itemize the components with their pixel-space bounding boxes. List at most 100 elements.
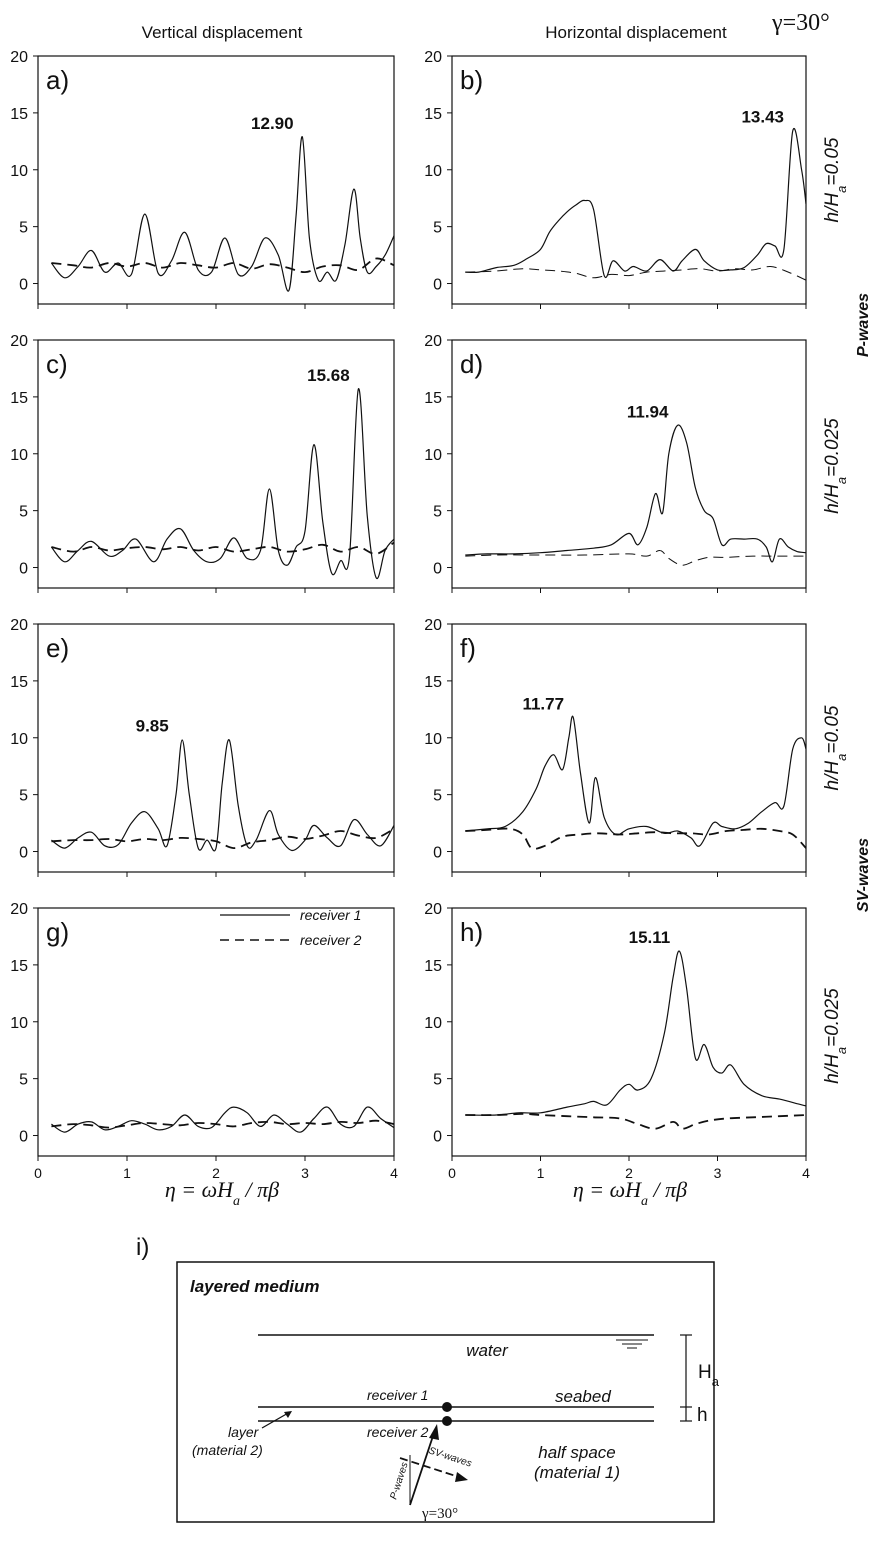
series-receiver1-line (51, 739, 394, 852)
panel-letter: h) (460, 917, 483, 947)
x-tick-label: 1 (123, 1165, 131, 1181)
row-label-1: h/Ha=0.05 (822, 137, 849, 222)
peak-value-label: 9.85 (136, 716, 169, 735)
y-tick-label: 15 (10, 674, 28, 691)
y-tick-label: 15 (424, 106, 442, 123)
x-tick-label: 0 (34, 1165, 42, 1181)
layer-arrow (261, 1411, 291, 1429)
peak-value-label: 13.43 (741, 108, 784, 127)
series-receiver1-line (465, 424, 806, 563)
y-tick-label: 10 (10, 163, 28, 180)
y-tick-label: 15 (10, 106, 28, 123)
layer-material-label: (material 2) (192, 1442, 263, 1458)
diagram-title: layered medium (190, 1277, 319, 1296)
y-tick-label: 15 (424, 674, 442, 691)
y-tick-label: 0 (19, 1129, 28, 1146)
sv-waves-diagram-label: SV-waves (427, 1445, 473, 1469)
panel-c: 0 5 10 15 20 c) 15.68 (10, 333, 395, 593)
plot-frame (37, 623, 395, 873)
y-tick-label: 10 (10, 731, 28, 748)
panel-g: 0 5 10 15 20 0 1 2 3 4 g) (10, 901, 398, 1181)
y-tick-label: 20 (10, 49, 28, 66)
layer-label: layer (228, 1424, 260, 1440)
peak-value-label: 15.11 (629, 928, 671, 947)
y-tick-label: 5 (19, 504, 28, 521)
x-tick-label: 4 (802, 1165, 810, 1181)
panel-d: 0 5 10 15 20 d) 11.94 (424, 333, 807, 593)
y-tick-label: 5 (433, 220, 442, 237)
diagram-layered-medium: i) layered medium water seabed receiver … (136, 1234, 720, 1523)
series-receiver1-line (50, 388, 394, 580)
panel-b: 0 5 10 15 20 b) 13.43 (424, 49, 807, 309)
series-receiver2-line (51, 827, 394, 850)
p-waves-label: P-waves (855, 293, 872, 357)
y-tick-label: 0 (433, 561, 442, 578)
series-receiver2-line (51, 541, 394, 555)
x-tick-label: 4 (390, 1165, 398, 1181)
y-tick-label: 15 (424, 390, 442, 407)
col-title-vertical: Vertical displacement (142, 23, 303, 42)
y-tick-label: 5 (433, 504, 442, 521)
h-label: h (697, 1405, 708, 1426)
peak-value-label: 11.77 (522, 695, 564, 714)
receiver1-label: receiver 1 (367, 1387, 428, 1403)
diagram-frame (176, 1261, 715, 1523)
series-receiver1-line (465, 715, 806, 847)
y-tick-label: 5 (19, 788, 28, 805)
y-tick-label: 5 (19, 220, 28, 237)
water-label: water (466, 1341, 509, 1360)
panel-letter: g) (46, 917, 69, 947)
gamma-label: γ=30° (771, 10, 830, 36)
series-receiver1-line (465, 950, 806, 1116)
p-wave-ray (409, 1429, 436, 1506)
y-tick-label: 20 (424, 49, 442, 66)
y-tick-label: 15 (424, 958, 442, 975)
series-receiver2-line (465, 550, 806, 566)
p-waves-diagram-label: P-waves (388, 1461, 410, 1501)
xlabel-right: η = ωHa / πβ (573, 1177, 687, 1209)
y-tick-label: 0 (433, 277, 442, 294)
series-receiver1-line (465, 127, 806, 279)
y-tick-label: 0 (19, 277, 28, 294)
panel-letter: b) (460, 65, 483, 95)
legend: receiver 1 receiver 2 (220, 907, 362, 948)
y-tick-label: 10 (10, 1015, 28, 1032)
y-tick-label: 10 (424, 731, 442, 748)
y-tick-label: 20 (10, 617, 28, 634)
receiver2-label: receiver 2 (367, 1424, 429, 1440)
row-label-3: h/Ha=0.05 (822, 705, 849, 790)
sv-wave-arrow (399, 1457, 463, 1479)
y-tick-label: 10 (424, 163, 442, 180)
gamma-diagram-label: γ=30° (421, 1506, 458, 1522)
series-receiver1-line (51, 1106, 394, 1133)
panel-letter: f) (460, 633, 476, 663)
panel-e: 0 5 10 15 20 e) 9.85 (10, 617, 395, 877)
panel-letter: a) (46, 65, 69, 95)
x-tick-label: 2 (625, 1165, 633, 1181)
y-tick-label: 10 (424, 1015, 442, 1032)
panel-letter: e) (46, 633, 69, 663)
y-tick-label: 10 (10, 447, 28, 464)
y-tick-label: 20 (424, 617, 442, 634)
peak-value-label: 15.68 (307, 366, 350, 385)
plot-frame (451, 339, 807, 589)
xlabel-left: η = ωHa / πβ (165, 1177, 279, 1209)
y-tick-label: 0 (19, 561, 28, 578)
y-tick-label: 20 (10, 901, 28, 918)
peak-value-label: 12.90 (251, 114, 294, 133)
x-tick-label: 3 (714, 1165, 722, 1181)
sv-waves-label: SV-waves (855, 838, 872, 912)
y-tick-label: 0 (19, 845, 28, 862)
y-tick-label: 15 (10, 390, 28, 407)
plot-frame (451, 623, 807, 873)
y-tick-label: 0 (433, 1129, 442, 1146)
y-tick-label: 20 (424, 333, 442, 350)
panel-a: 0 5 10 15 20 a) 12.90 (10, 49, 395, 309)
panel-letter: c) (46, 349, 68, 379)
series-receiver2-line (465, 827, 806, 850)
row-label-4: h/Ha=0.025 (822, 988, 849, 1084)
half-space-label: half space (538, 1443, 616, 1462)
receiver1-dot (442, 1402, 452, 1412)
series-receiver1-line (50, 136, 394, 292)
